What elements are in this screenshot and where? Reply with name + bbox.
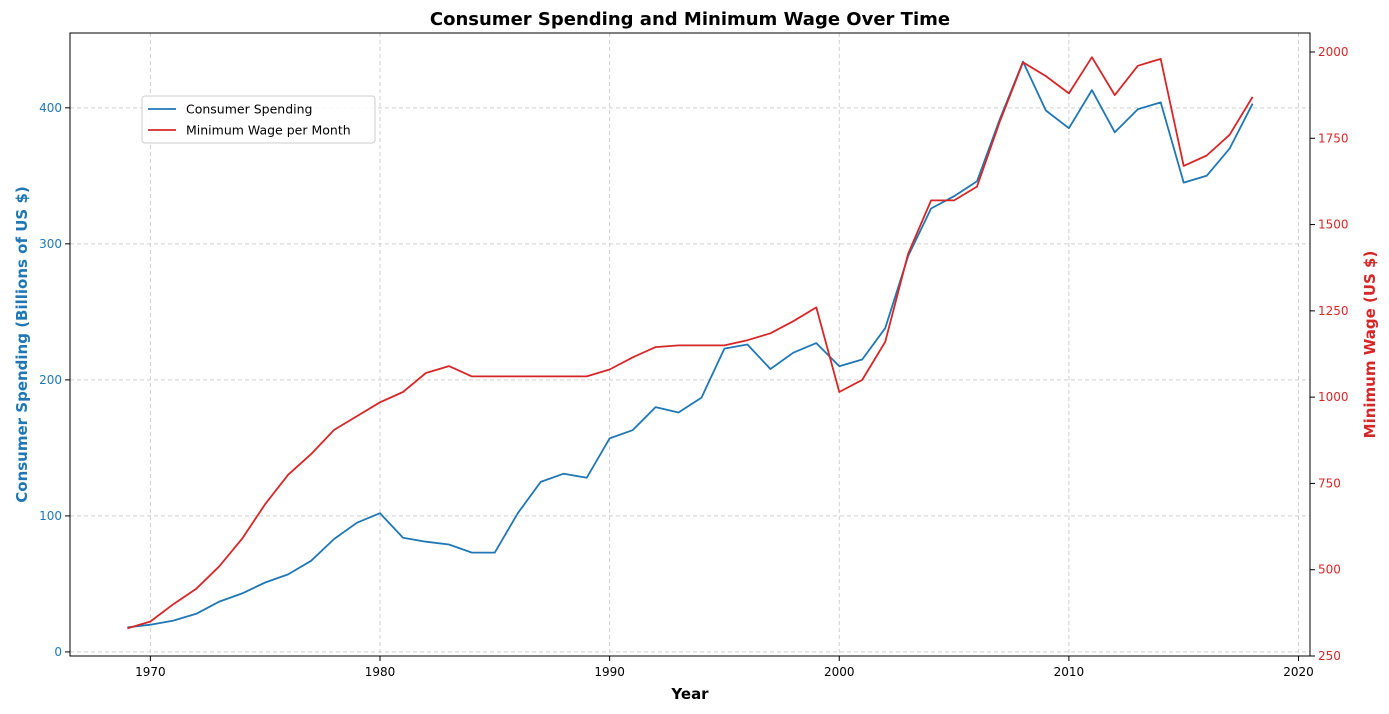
right-y-tick-label: 750 [1318,476,1341,490]
axis-ticks: 1970 1980 1990 2000 2010 2020 0 100 200 300 400 250… [39,45,1348,679]
right-y-tick-label: 1750 [1318,131,1349,145]
left-y-tick-label: 400 [39,101,62,115]
x-tick-label: 2010 [1054,665,1085,679]
left-y-axis-label: Consumer Spending (Billions of US $) [13,186,31,502]
right-y-tick-label: 1500 [1318,218,1349,232]
x-tick-label: 2000 [824,665,855,679]
series-lines [127,56,1254,630]
right-y-tick-label: 250 [1318,649,1341,663]
x-tick-label: 1980 [365,665,396,679]
legend-label: Minimum Wage per Month [186,123,351,138]
left-y-tick-label: 100 [39,509,62,523]
x-axis-label: Year [670,685,709,703]
minimum-wage-line [127,56,1254,630]
legend-box [141,95,376,144]
x-tick-label: 2020 [1283,665,1314,679]
right-y-axis-label: Minimum Wage (US $) [1361,251,1379,439]
legend: Consumer Spending Minimum Wage per Month [141,95,376,144]
right-y-tick-label: 500 [1318,563,1341,577]
chart-title: Consumer Spending and Minimum Wage Over … [430,9,950,30]
x-tick-label: 1970 [135,665,166,679]
consumer-spending-line [127,60,1254,629]
right-y-tick-label: 1000 [1318,390,1349,404]
left-y-tick-label: 0 [54,645,62,659]
right-y-tick-label: 1250 [1318,304,1349,318]
right-y-tick-label: 2000 [1318,45,1349,59]
plot-frame [69,32,1311,657]
x-tick-label: 1990 [594,665,625,679]
left-y-tick-label: 300 [39,237,62,251]
grid-lines [70,33,1310,656]
left-y-tick-label: 200 [39,373,62,387]
legend-label: Consumer Spending [186,102,312,117]
